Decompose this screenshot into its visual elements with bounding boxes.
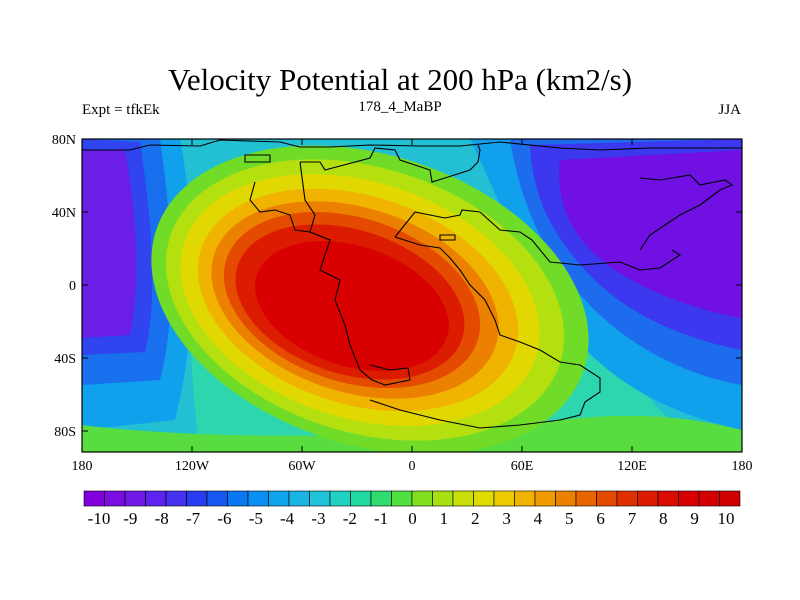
colorbar-box xyxy=(370,490,392,507)
colorbar-box xyxy=(452,490,474,507)
colorbar-box xyxy=(83,490,105,507)
colorbar-label: -7 xyxy=(186,509,201,528)
colorbar-box xyxy=(411,490,433,507)
axis-ticks xyxy=(81,138,743,452)
coastline-mainland-coast-1 xyxy=(299,161,411,386)
x-tick-label: 120W xyxy=(175,459,210,474)
y-tick-label: 80N xyxy=(52,133,76,148)
x-tick-label: 180 xyxy=(72,459,93,474)
y-axis-labels: 80N 40N 0 40S 80S xyxy=(52,133,76,440)
y-tick-label: 80S xyxy=(54,425,76,440)
colorbar-label: 10 xyxy=(718,509,735,528)
colorbar xyxy=(83,490,741,507)
colorbar-box xyxy=(473,490,495,507)
x-tick-label: 180 xyxy=(732,459,753,474)
colorbar-label: -2 xyxy=(343,509,357,528)
colorbar-box xyxy=(268,490,290,507)
colorbar-box xyxy=(247,490,269,507)
field-west-cell-4 xyxy=(82,150,137,338)
colorbar-box xyxy=(657,490,679,507)
colorbar-box xyxy=(678,490,700,507)
colorbar-label: 2 xyxy=(471,509,480,528)
colorbar-box xyxy=(719,490,741,507)
colorbar-label: 1 xyxy=(440,509,449,528)
colorbar-box xyxy=(329,490,351,507)
colorbar-box xyxy=(350,490,372,507)
map-title: Velocity Potential at 200 hPa (km2/s) xyxy=(167,62,633,97)
colorbar-box xyxy=(104,490,126,507)
coastline-small-island xyxy=(439,234,456,241)
colorbar-box xyxy=(206,490,228,507)
colorbar-label: -9 xyxy=(123,509,137,528)
colorbar-label: -6 xyxy=(217,509,231,528)
y-tick-label: 0 xyxy=(69,279,76,294)
colorbar-label: -3 xyxy=(311,509,325,528)
colorbar-label: -1 xyxy=(374,509,388,528)
colorbar-box xyxy=(555,490,577,507)
colorbar-label: 4 xyxy=(534,509,543,528)
colorbar-label: -10 xyxy=(88,509,111,528)
season-label: JJA xyxy=(718,102,741,118)
x-tick-label: 0 xyxy=(409,459,416,474)
x-tick-label: 120E xyxy=(617,459,647,474)
colorbar-box xyxy=(288,490,310,507)
field-pos-8 xyxy=(255,241,449,371)
y-tick-label: 40S xyxy=(54,352,76,367)
colorbar-box xyxy=(391,490,413,507)
colorbar-box xyxy=(596,490,618,507)
colorbar-box xyxy=(145,490,167,507)
colorbar-box xyxy=(514,490,536,507)
colorbar-box xyxy=(186,490,208,507)
colorbar-label: 5 xyxy=(565,509,574,528)
coastline-inlet xyxy=(369,236,601,429)
colorbar-box xyxy=(698,490,720,507)
colorbar-label: 3 xyxy=(502,509,511,528)
colorbar-box xyxy=(637,490,659,507)
colorbar-label: -8 xyxy=(155,509,169,528)
colorbar-box xyxy=(432,490,454,507)
x-tick-label: 60W xyxy=(288,459,316,474)
colorbar-box xyxy=(534,490,556,507)
colorbar-label: 6 xyxy=(596,509,605,528)
colorbar-box xyxy=(309,490,331,507)
colorbar-label: -4 xyxy=(280,509,295,528)
coastline-main-landmass xyxy=(300,144,481,183)
x-tick-label: 60E xyxy=(511,459,534,474)
colorbar-label: 0 xyxy=(408,509,417,528)
coastline-east-peninsula xyxy=(639,174,734,251)
colorbar-box xyxy=(124,490,146,507)
coastline-north xyxy=(82,139,742,151)
colorbar-box xyxy=(227,490,249,507)
colorbar-label: 8 xyxy=(659,509,668,528)
colorbar-box xyxy=(575,490,597,507)
experiment-label: Expt = tfkEk xyxy=(82,102,160,118)
colorbar-label: -5 xyxy=(249,509,263,528)
y-tick-label: 40N xyxy=(52,206,76,221)
colorbar-box xyxy=(165,490,187,507)
colorbar-label: 9 xyxy=(690,509,699,528)
coastline-northern-island xyxy=(244,154,271,163)
colorbar-box xyxy=(616,490,638,507)
coastline-mainland-coast-2 xyxy=(249,181,311,233)
coastline-east-shore xyxy=(394,209,682,271)
x-axis-labels: 180 120W 60W 0 60E 120E 180 xyxy=(72,459,753,474)
coastlines xyxy=(82,139,742,429)
colorbar-labels: -10 -9 -8 -7 -6 -5 -4 -3 -2 -1 0 1 2 3 4 5 6 7 8 9 10 xyxy=(88,509,735,528)
colorbar-box xyxy=(493,490,515,507)
colorbar-label: 7 xyxy=(628,509,637,528)
velocity-potential-field xyxy=(82,139,742,452)
run-label: 178_4_MaBP xyxy=(358,99,442,115)
